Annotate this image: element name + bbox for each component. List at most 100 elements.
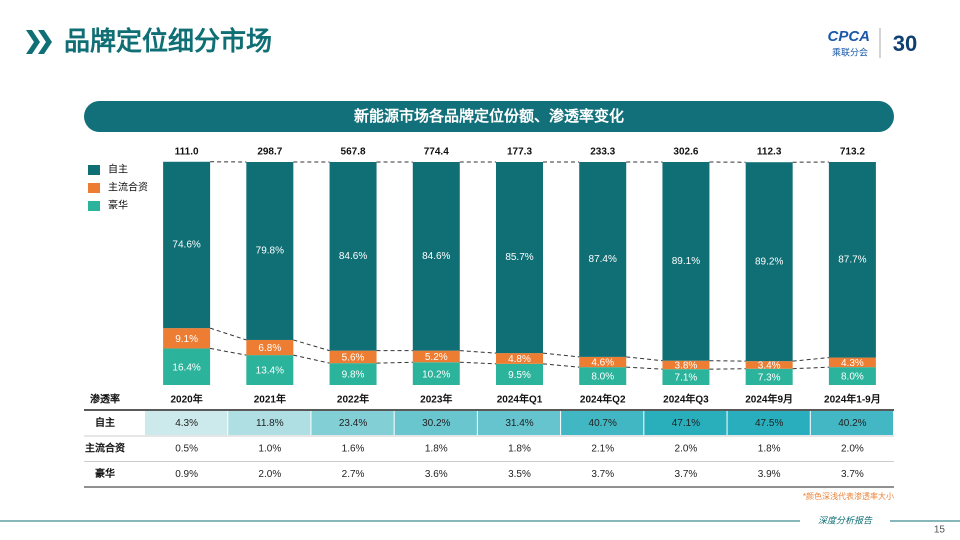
legend-swatch [88, 183, 100, 193]
table-cell: 30.2% [422, 418, 450, 429]
chart-title: 新能源市场各品牌定位份额、渗透率变化 [354, 107, 624, 125]
connector [792, 357, 829, 362]
total-label: 112.3 [757, 147, 782, 158]
table-cell: 2.7% [342, 469, 365, 480]
table-cell: 2.0% [841, 444, 864, 455]
data-label: 9.1% [175, 334, 198, 345]
anniversary: 30 [893, 31, 917, 56]
total-label: 302.6 [673, 147, 698, 158]
table-cell-bg [394, 411, 477, 435]
page-number: 15 [934, 525, 946, 536]
data-label: 89.2% [755, 256, 783, 267]
bar-segment [579, 367, 627, 385]
bar-segment [745, 361, 793, 369]
table-cell: 2.0% [675, 444, 698, 455]
x-tick-label: 2024年Q2 [580, 393, 626, 406]
bar-segment [412, 350, 460, 363]
data-label: 4.8% [508, 354, 531, 365]
connector [626, 366, 663, 370]
connector [209, 327, 247, 341]
table-cell: 1.0% [258, 444, 281, 455]
table-cell: 3.7% [675, 469, 698, 480]
table-cell: 0.5% [175, 444, 198, 455]
table-cell: 3.7% [841, 469, 864, 480]
data-label: 89.1% [672, 256, 700, 267]
connector [293, 339, 330, 352]
data-label: 7.3% [758, 373, 781, 384]
legend-label: 豪华 [108, 199, 128, 212]
table-cell-bg [561, 411, 644, 435]
x-tick-label: 2020年 [170, 393, 202, 406]
bar-segment [412, 362, 460, 385]
table-note: *颜色深浅代表渗透率大小 [803, 491, 894, 501]
table-cell: 0.9% [175, 469, 198, 480]
table-cell-bg [477, 411, 561, 435]
bar-segment [828, 357, 876, 368]
data-label: 7.1% [675, 373, 698, 384]
footer-text: 深度分析报告 [818, 515, 873, 525]
chevron-icon [26, 30, 52, 54]
bar-segment [579, 356, 627, 368]
bar-segment [246, 162, 294, 340]
table-cell: 23.4% [339, 418, 367, 429]
connector [293, 354, 330, 364]
total-label: 567.8 [341, 147, 366, 158]
connector [210, 347, 247, 356]
chart-banner [84, 101, 894, 132]
table-cell: 2.0% [258, 469, 281, 480]
connector [459, 350, 497, 354]
bar-segment [496, 353, 543, 364]
bar-segment [662, 369, 710, 385]
legend-swatch [88, 201, 100, 211]
bar-segment [828, 367, 876, 385]
bar-segment [329, 363, 377, 385]
table-cell: 3.5% [508, 469, 531, 480]
bar-segment [329, 162, 377, 351]
bar-segment [496, 363, 543, 385]
total-label: 298.7 [257, 147, 282, 158]
legend-label: 主流合资 [108, 181, 148, 194]
data-label: 87.7% [838, 254, 866, 265]
slide-title: 品牌定位细分市场 [64, 26, 272, 56]
table-cell-bg [228, 411, 311, 435]
bar-segment [496, 162, 543, 354]
total-label: 177.3 [507, 147, 532, 158]
table-cell: 47.1% [672, 418, 700, 429]
data-label: 79.8% [256, 246, 284, 257]
total-label: 233.3 [590, 147, 615, 158]
data-label: 84.6% [422, 251, 450, 262]
x-tick-label: 2023年 [420, 393, 452, 406]
bar-segment [412, 162, 460, 351]
bar-segment [163, 161, 211, 329]
bar-segment [246, 339, 294, 356]
table-cell: 1.8% [508, 444, 531, 455]
bar-segment [745, 162, 793, 362]
bar-segment [163, 328, 211, 349]
connector [459, 361, 497, 365]
table-cell: 31.4% [505, 418, 533, 429]
data-label: 8.0% [591, 372, 614, 383]
x-tick-label: 2022年 [337, 393, 369, 406]
table-cell: 1.8% [425, 444, 448, 455]
bar-segment [662, 360, 710, 370]
bar-segment [579, 162, 627, 357]
connector [542, 352, 580, 358]
x-tick-label: 2024年9月 [745, 393, 793, 406]
row-label: 豪华 [95, 467, 115, 480]
data-label: 85.7% [505, 252, 533, 263]
bar-segment [246, 355, 294, 385]
data-label: 5.6% [342, 353, 365, 364]
data-label: 84.6% [339, 251, 367, 262]
table-cell-bg [145, 411, 228, 435]
logo: CPCA [827, 28, 870, 45]
data-label: 3.4% [758, 361, 781, 372]
table-cell-bg [810, 411, 893, 435]
table-cell: 3.6% [425, 469, 448, 480]
table-cell-bg [727, 411, 810, 435]
bar-segment [329, 350, 377, 364]
table-cell: 2.1% [591, 444, 614, 455]
legend-label: 自主 [108, 163, 128, 176]
table-cell: 40.7% [589, 418, 617, 429]
connector [792, 366, 829, 370]
